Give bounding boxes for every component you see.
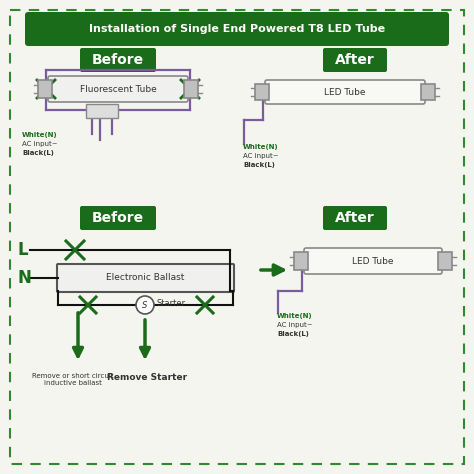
Text: Electronic Ballast: Electronic Ballast xyxy=(106,273,185,283)
Text: White(N): White(N) xyxy=(277,313,313,319)
Text: L: L xyxy=(18,241,28,259)
Circle shape xyxy=(136,296,154,314)
Text: N: N xyxy=(18,269,32,287)
Bar xyxy=(438,252,452,270)
Bar xyxy=(86,104,118,118)
FancyBboxPatch shape xyxy=(80,206,156,230)
Text: Black(L): Black(L) xyxy=(277,331,309,337)
FancyBboxPatch shape xyxy=(80,48,156,72)
Text: AC input~: AC input~ xyxy=(22,141,58,147)
Text: After: After xyxy=(335,211,375,225)
FancyBboxPatch shape xyxy=(323,48,387,72)
Text: Starter: Starter xyxy=(157,299,186,308)
Text: Black(L): Black(L) xyxy=(243,162,275,168)
Bar xyxy=(255,84,269,100)
FancyBboxPatch shape xyxy=(48,76,188,102)
Text: Installation of Single End Powered T8 LED Tube: Installation of Single End Powered T8 LE… xyxy=(89,24,385,34)
Bar xyxy=(421,84,435,100)
Bar xyxy=(38,80,52,98)
Text: After: After xyxy=(335,53,375,67)
Text: LED Tube: LED Tube xyxy=(324,88,366,97)
FancyBboxPatch shape xyxy=(323,206,387,230)
Bar xyxy=(184,80,198,98)
FancyBboxPatch shape xyxy=(57,264,234,292)
FancyBboxPatch shape xyxy=(25,12,449,46)
Text: S: S xyxy=(142,301,148,310)
Text: AC input~: AC input~ xyxy=(243,153,279,159)
Text: Before: Before xyxy=(92,211,144,225)
Text: LED Tube: LED Tube xyxy=(352,256,394,265)
Text: AC input~: AC input~ xyxy=(277,322,313,328)
Text: Remove Starter: Remove Starter xyxy=(107,373,187,382)
Text: Black(L): Black(L) xyxy=(22,150,54,156)
FancyBboxPatch shape xyxy=(265,80,425,104)
Text: Fluorescent Tube: Fluorescent Tube xyxy=(80,84,156,93)
Text: White(N): White(N) xyxy=(243,144,279,150)
Text: Before: Before xyxy=(92,53,144,67)
Text: Remove or short circuit
inductive ballast: Remove or short circuit inductive ballas… xyxy=(32,373,114,386)
Text: White(N): White(N) xyxy=(22,132,58,138)
Bar xyxy=(294,252,308,270)
FancyBboxPatch shape xyxy=(304,248,442,274)
